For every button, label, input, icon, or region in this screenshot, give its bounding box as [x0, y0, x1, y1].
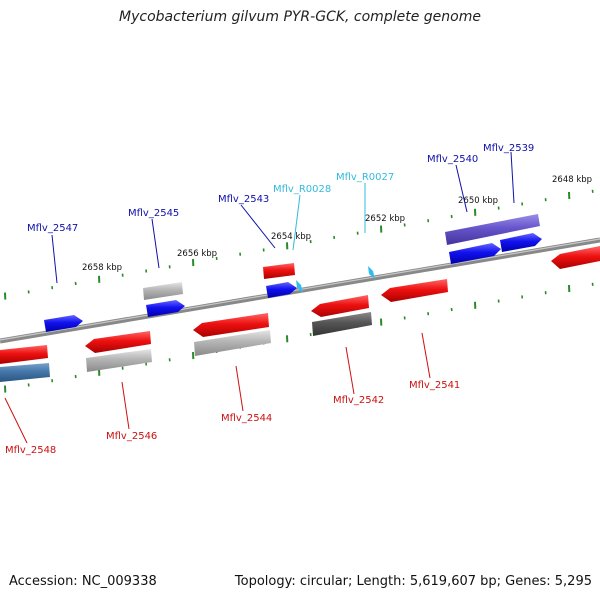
gene-label-mflv-2541[interactable]: Mflv_2541: [409, 380, 460, 391]
gene-right-edge[interactable]: [551, 246, 600, 269]
gene-mflv-2542[interactable]: [311, 295, 369, 317]
gene-mflv-2548[interactable]: [0, 345, 48, 364]
gene-label-mflv-2547[interactable]: Mflv_2547: [27, 223, 78, 234]
gene-mflv-2543-upper[interactable]: [263, 263, 295, 279]
ruler-label-2654: 2654 kbp: [271, 232, 311, 242]
gene-label-mflv-2540[interactable]: Mflv_2540: [427, 154, 478, 165]
gene-label-mflv-r0028[interactable]: Mflv_R0028: [273, 184, 331, 195]
gene-mflv-2542-lower[interactable]: [312, 312, 372, 336]
gene-mflv-2545-upper[interactable]: [143, 282, 183, 300]
gene-mflv-2546-lower[interactable]: [86, 349, 152, 372]
gene-mflv-2541[interactable]: [381, 279, 448, 302]
gene-label-mflv-2543[interactable]: Mflv_2543: [218, 194, 269, 205]
ruler-lower: [4, 282, 594, 393]
gene-mflv-2540-upper[interactable]: [445, 214, 540, 245]
gene-mflv-2544-lower[interactable]: [194, 330, 271, 356]
gene-mflv-2543[interactable]: [266, 282, 297, 298]
gene-mflv-2545[interactable]: [146, 300, 185, 317]
accession-text: Accession: NC_009338: [9, 574, 157, 589]
gene-label-mflv-2542[interactable]: Mflv_2542: [333, 395, 384, 406]
gene-label-mflv-2545[interactable]: Mflv_2545: [128, 208, 179, 219]
gene-mflv-2544[interactable]: [193, 313, 269, 337]
gene-label-mflv-2539[interactable]: Mflv_2539: [483, 143, 534, 154]
ruler-label-2656: 2656 kbp: [177, 249, 217, 259]
ruler-label-2652: 2652 kbp: [365, 214, 405, 224]
ruler-label-2650: 2650 kbp: [458, 196, 498, 206]
gene-mflv-2540[interactable]: [449, 243, 501, 264]
gene-mflv-2548-lower[interactable]: [0, 363, 50, 382]
leader-lines: [4, 151, 515, 444]
ruler-label-2648: 2648 kbp: [552, 175, 592, 185]
gene-label-mflv-r0027[interactable]: Mflv_R0027: [336, 172, 394, 183]
topology-summary: Topology: circular; Length: 5,619,607 bp…: [234, 574, 592, 589]
gene-mflv-2539[interactable]: [500, 233, 542, 252]
ruler-label-2658: 2658 kbp: [82, 263, 122, 273]
trna-mflv-r0028[interactable]: [296, 280, 303, 293]
diagram-title: Mycobacterium gilvum PYR-GCK, complete g…: [119, 9, 481, 25]
gene-mflv-2546[interactable]: [85, 331, 151, 353]
ruler-upper: [4, 189, 594, 300]
gene-label-mflv-2546[interactable]: Mflv_2546: [106, 431, 157, 442]
gene-mflv-2547[interactable]: [44, 315, 83, 332]
trna-mflv-r0027[interactable]: [368, 266, 375, 279]
gene-label-mflv-2548[interactable]: Mflv_2548: [5, 445, 56, 456]
gene-label-mflv-2544[interactable]: Mflv_2544: [221, 413, 272, 424]
